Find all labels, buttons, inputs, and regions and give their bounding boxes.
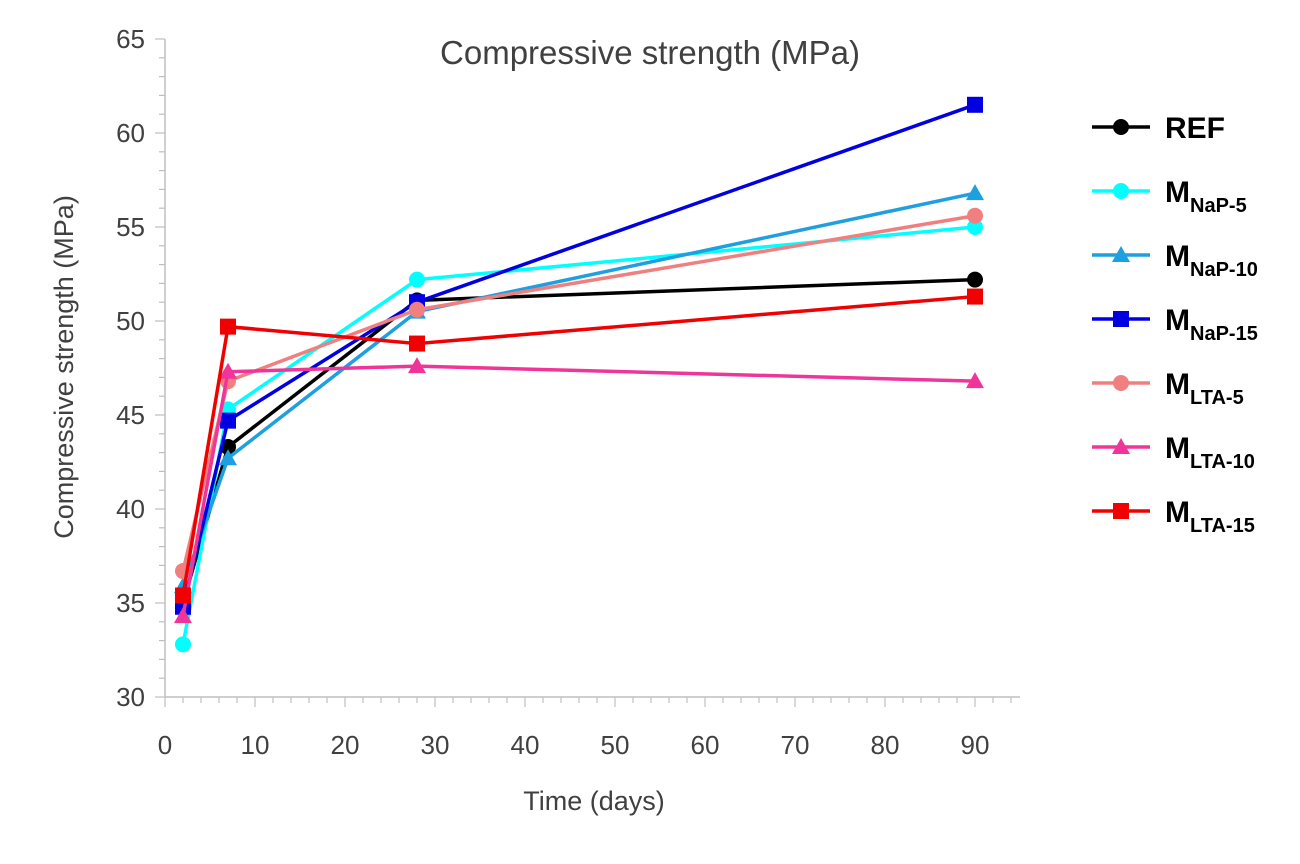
- data-point: [967, 96, 983, 113]
- legend-item: MLTA-10: [1092, 432, 1255, 473]
- legend-item: MLTA-5: [1092, 368, 1244, 409]
- legend-swatch-marker: [1113, 375, 1129, 391]
- x-tick-label: 90: [961, 730, 990, 760]
- legend-item: REF: [1092, 112, 1225, 145]
- data-point: [409, 301, 425, 318]
- y-tick-label: 40: [116, 494, 145, 524]
- series-line: [181, 364, 976, 617]
- series-line: [181, 191, 976, 587]
- data-point: [220, 412, 236, 429]
- data-point: [219, 362, 237, 379]
- x-tick-label: 10: [241, 730, 270, 760]
- y-tick-label: 30: [116, 682, 145, 712]
- legend-swatch-marker: [1112, 438, 1130, 454]
- data-point: [220, 318, 236, 335]
- legend-swatch-marker: [1113, 183, 1129, 199]
- plot-area: [174, 96, 984, 653]
- legend-swatch-marker: [1112, 246, 1130, 262]
- legend-swatch-marker: [1113, 311, 1129, 327]
- x-tick-label: 80: [871, 730, 900, 760]
- legend-label: MLTA-5: [1165, 368, 1244, 409]
- axes: 30 35 40 45 50 55 60 65 0 10 20 30 40 50 60 70 80 90: [116, 24, 1020, 760]
- y-tick-label: 60: [116, 118, 145, 148]
- legend-swatch-marker: [1113, 503, 1129, 519]
- x-axis-title: Time (days): [523, 786, 665, 816]
- x-tick-label: 0: [158, 730, 172, 760]
- x-tick-label: 70: [781, 730, 810, 760]
- data-point: [175, 636, 191, 653]
- data-point: [409, 335, 425, 352]
- series-MLTA-5: [175, 207, 983, 580]
- legend-label: MNaP-10: [1165, 240, 1258, 281]
- chart-title: Compressive strength (MPa): [440, 34, 860, 71]
- data-point: [174, 607, 192, 624]
- legend-item: MLTA-15: [1092, 496, 1255, 537]
- series-REF: [175, 271, 983, 611]
- legend-label: MNaP-15: [1165, 304, 1258, 345]
- data-point: [966, 184, 984, 201]
- legend-item: MNaP-5: [1092, 176, 1247, 217]
- data-point: [967, 219, 983, 235]
- x-tick-label: 60: [691, 730, 720, 760]
- series-MLTA-10: [174, 357, 984, 624]
- x-tick-label: 20: [331, 730, 360, 760]
- y-tick-label: 45: [116, 400, 145, 430]
- data-point: [967, 271, 983, 288]
- x-tick-label: 30: [421, 730, 450, 760]
- legend-label: MLTA-15: [1165, 496, 1255, 537]
- y-axis-title: Compressive strength (MPa): [49, 195, 79, 539]
- legend-item: MNaP-15: [1092, 304, 1258, 345]
- series-line: [181, 277, 976, 604]
- legend-label: MNaP-5: [1165, 176, 1247, 217]
- legend-label: REF: [1165, 112, 1225, 145]
- legend: REF MNaP-5 MNaP-10 MNaP-15 MLTA-5 MLTA-10 MLTA…: [1092, 112, 1258, 537]
- y-tick-label: 65: [116, 24, 145, 54]
- legend-label: MLTA-10: [1165, 432, 1255, 473]
- data-point: [967, 288, 983, 305]
- data-point: [966, 372, 984, 389]
- x-tick-label: 50: [601, 730, 630, 760]
- series-line: [181, 294, 976, 596]
- y-tick-label: 50: [116, 306, 145, 336]
- x-tick-label: 40: [511, 730, 540, 760]
- series-MLTA-15: [175, 288, 983, 604]
- y-tick-label: 35: [116, 588, 145, 618]
- data-point: [408, 357, 426, 374]
- data-point: [967, 207, 983, 224]
- series-line: [181, 103, 976, 608]
- data-point: [219, 449, 237, 466]
- series-line: [181, 225, 976, 645]
- legend-item: MNaP-10: [1092, 240, 1258, 281]
- data-point: [409, 271, 425, 288]
- y-tick-label: 55: [116, 212, 145, 242]
- series-line: [181, 213, 976, 572]
- data-point: [175, 587, 191, 604]
- legend-swatch-marker: [1113, 119, 1129, 135]
